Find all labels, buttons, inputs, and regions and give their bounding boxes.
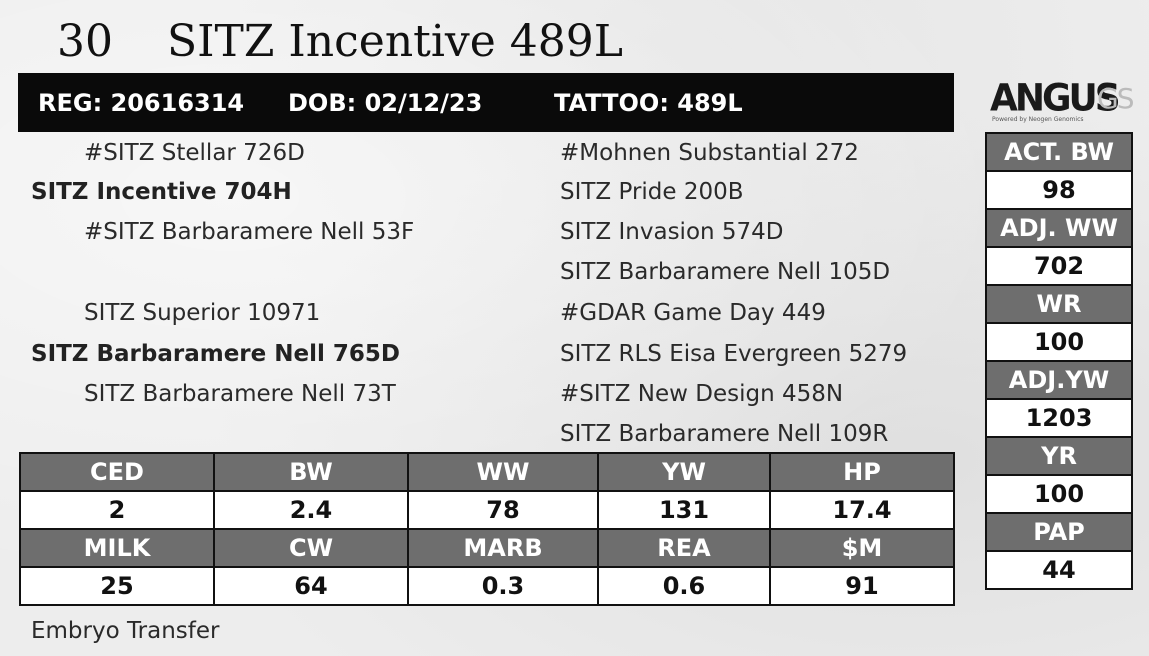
- sire-sire: #SITZ Stellar 726D: [84, 140, 305, 166]
- date-of-birth: DOB: 02/12/23: [288, 89, 483, 117]
- stat-label: YR: [985, 436, 1133, 476]
- great-grandparent: SITZ RLS Eisa Evergreen 5279: [560, 341, 908, 367]
- stat-value: 100: [985, 322, 1133, 362]
- epd-label: YW: [597, 452, 771, 492]
- stat-label: ACT. BW: [985, 132, 1133, 172]
- epd-value: 78: [407, 490, 599, 530]
- epd-table: CED BW WW YW HP 2 2.4 78 131 17.4 MILK C…: [19, 452, 955, 606]
- epd-label: HP: [769, 452, 955, 492]
- registration-bar: REG: 20616314 DOB: 02/12/23 TATTOO: 489L: [18, 73, 954, 132]
- stat-label: PAP: [985, 512, 1133, 552]
- great-grandparent: SITZ Invasion 574D: [560, 219, 784, 245]
- angus-gs-logo: ANGUS GS Powered by Neogen Genomics: [988, 76, 1135, 124]
- stat-value: 44: [985, 550, 1133, 590]
- stat-label: ADJ. WW: [985, 208, 1133, 248]
- stat-label: WR: [985, 284, 1133, 324]
- great-grandparent: #SITZ New Design 458N: [560, 381, 844, 407]
- great-grandparent: #GDAR Game Day 449: [560, 300, 826, 326]
- epd-value: 2: [19, 490, 215, 530]
- footer-note: Embryo Transfer: [31, 618, 220, 644]
- great-grandparent: SITZ Pride 200B: [560, 179, 744, 205]
- epd-value: 64: [213, 566, 409, 606]
- epd-value: 131: [597, 490, 771, 530]
- epd-label: MARB: [407, 528, 599, 568]
- dam-dam: SITZ Barbaramere Nell 73T: [84, 381, 396, 407]
- sire-dam: #SITZ Barbaramere Nell 53F: [84, 219, 415, 245]
- stat-value: 98: [985, 170, 1133, 210]
- epd-label: REA: [597, 528, 771, 568]
- great-grandparent: #Mohnen Substantial 272: [560, 140, 859, 166]
- stat-value: 100: [985, 474, 1133, 514]
- dam-sire: SITZ Superior 10971: [84, 300, 321, 326]
- animal-name: SITZ Incentive 489L: [167, 16, 624, 67]
- performance-stats-table: ACT. BW 98 ADJ. WW 702 WR 100 ADJ.YW 120…: [985, 132, 1133, 590]
- epd-value: 17.4: [769, 490, 955, 530]
- epd-label: CW: [213, 528, 409, 568]
- epd-label: $M: [769, 528, 955, 568]
- epd-value: 25: [19, 566, 215, 606]
- tattoo: TATTOO: 489L: [554, 89, 743, 117]
- logo-tagline: Powered by Neogen Genomics: [992, 116, 1084, 123]
- great-grandparent: SITZ Barbaramere Nell 109R: [560, 421, 889, 447]
- stat-value: 702: [985, 246, 1133, 286]
- great-grandparent: SITZ Barbaramere Nell 105D: [560, 259, 891, 285]
- stat-label: ADJ.YW: [985, 360, 1133, 400]
- epd-label: MILK: [19, 528, 215, 568]
- stat-value: 1203: [985, 398, 1133, 438]
- epd-label: BW: [213, 452, 409, 492]
- epd-value: 0.6: [597, 566, 771, 606]
- registration-number: REG: 20616314: [38, 89, 245, 117]
- dam-name: SITZ Barbaramere Nell 765D: [31, 341, 400, 367]
- epd-value: 91: [769, 566, 955, 606]
- epd-label: WW: [407, 452, 599, 492]
- epd-value: 0.3: [407, 566, 599, 606]
- sire-name: SITZ Incentive 704H: [31, 179, 292, 205]
- logo-main: ANGUS: [990, 76, 1121, 121]
- lot-number: 30: [57, 16, 113, 67]
- epd-value: 2.4: [213, 490, 409, 530]
- epd-label: CED: [19, 452, 215, 492]
- logo-suffix: GS: [1097, 82, 1135, 115]
- lot-title: 30 SITZ Incentive 489L: [57, 14, 623, 70]
